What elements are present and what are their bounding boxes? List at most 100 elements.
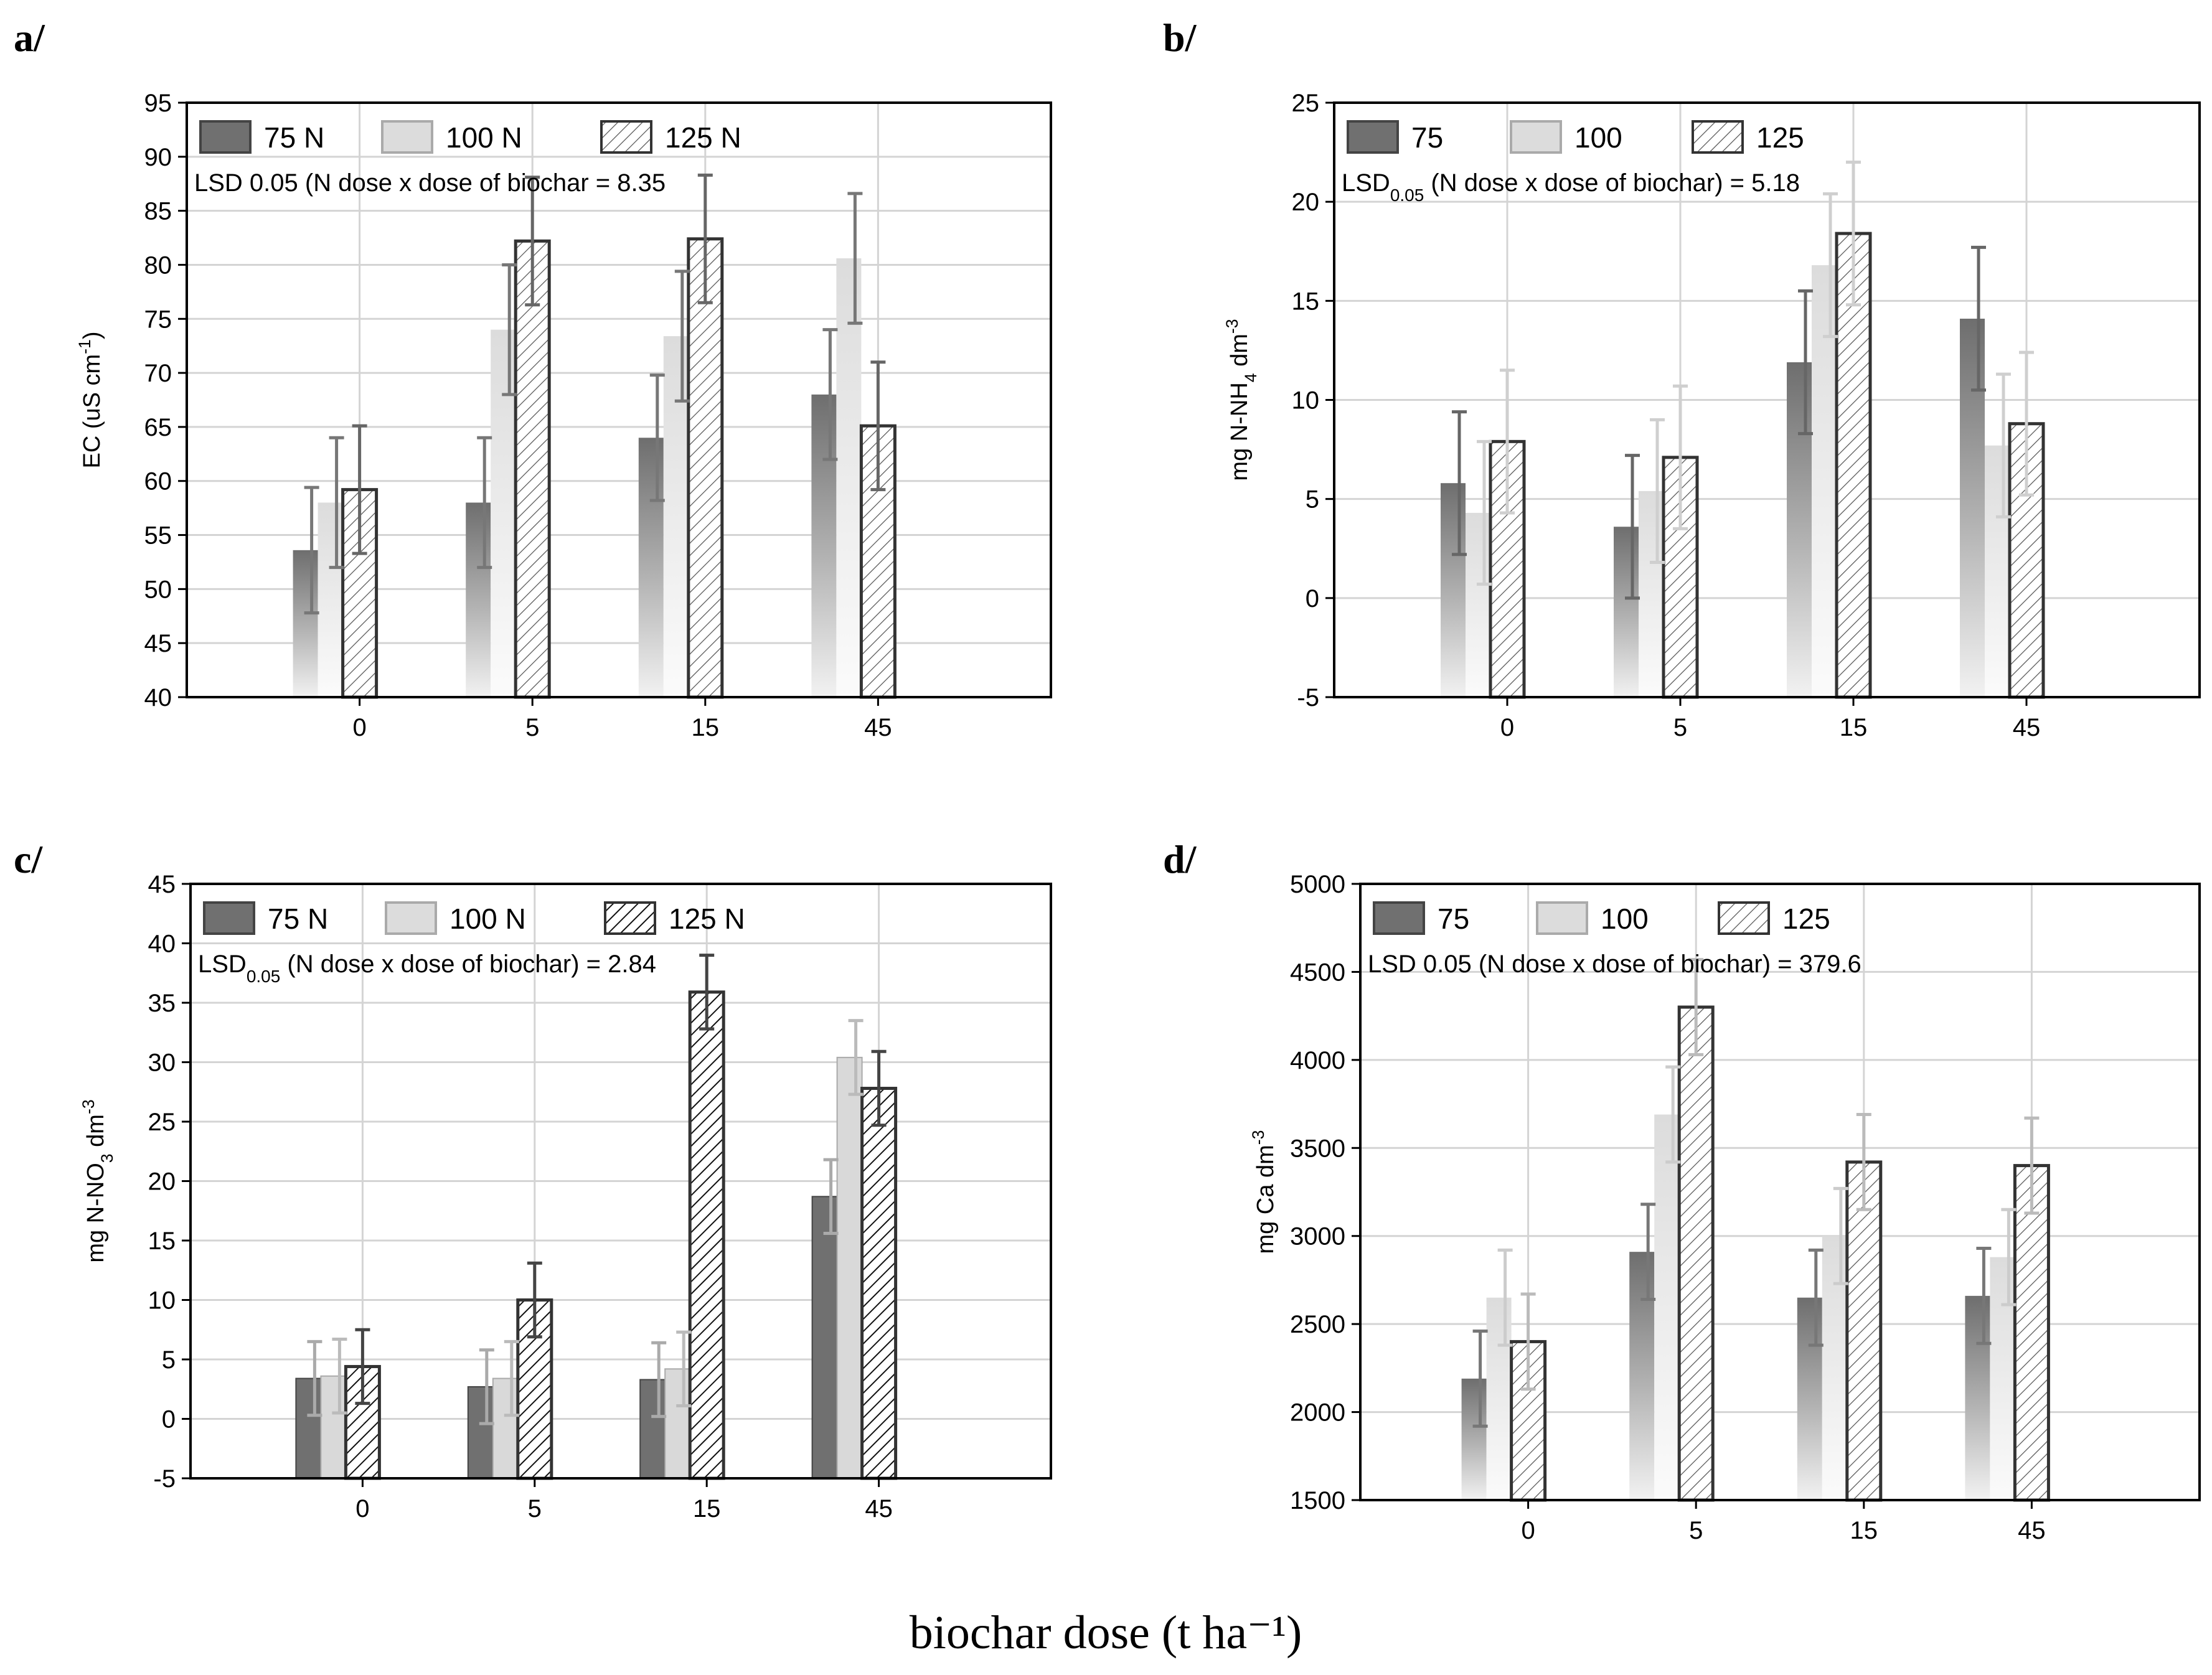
bar-125n-cat-15	[687, 237, 724, 699]
y-tick-label: -5	[153, 1465, 176, 1493]
bar-100n-cat-0	[318, 502, 343, 697]
bar-75-cat-15	[1797, 1297, 1822, 1500]
legend-swatch-125	[1718, 901, 1770, 935]
x-tick-label: 0	[1500, 714, 1514, 741]
bar-125-cat-15	[1845, 1160, 1883, 1502]
y-tick-label: 2000	[1290, 1399, 1345, 1427]
legend-swatch-125n	[604, 901, 656, 935]
y-tick-label: 15	[148, 1227, 176, 1255]
bar-100n-cat-45	[836, 258, 862, 697]
bar-100-cat-15	[1822, 1236, 1847, 1500]
y-tick-label: 70	[144, 360, 172, 387]
bar-75n-cat-15	[638, 438, 664, 697]
panel-d: d/ 1500 2000 2500 3000 3500 4000 4500 5000 0 5 15 4…	[1163, 837, 2201, 1544]
y-tick-label: 45	[144, 630, 172, 657]
bar-125n-cat-45	[860, 1087, 898, 1480]
bar-100n-cat-45	[836, 1056, 863, 1479]
panel-b-chart: -5 0 5 10 15 20 25 0 5 15 45 mg N-NH4 dm-3 75 100 125 L…	[1223, 90, 2201, 741]
bar-75n-cat-15	[639, 1379, 666, 1479]
panel-c: c/ -5 0 5 10 15 20 25 30 35 40 45 0 5 15 45 mg N-NO3 dm…	[14, 837, 1052, 1523]
legend-swatch-100n	[385, 901, 437, 935]
y-tick-label: 55	[144, 522, 172, 550]
bar-100n-cat-5	[492, 1377, 519, 1480]
plot-frame	[1359, 883, 2201, 1501]
y-tick-label: 0	[1306, 585, 1319, 612]
legend-swatch-100	[1536, 901, 1588, 935]
panel-a: a/ 40 45 50 55 60 65 70 75 80 85 90 95 0 5 15 45 EC (uS …	[14, 16, 1052, 741]
y-tick-label: -5	[1297, 684, 1319, 711]
bar-100-cat-0	[1486, 1297, 1512, 1500]
x-tick-label: 15	[693, 1495, 721, 1523]
y-tick-label: 95	[144, 90, 172, 117]
x-tick-label: 5	[1689, 1517, 1703, 1544]
y-tick-label: 5	[162, 1346, 176, 1374]
y-tick-label: 60	[144, 468, 172, 495]
bar-75n-cat-0	[295, 1377, 322, 1480]
bar-125-cat-45	[2013, 1164, 2050, 1502]
y-tick-label: 3500	[1290, 1135, 1345, 1162]
y-tick-label: 20	[148, 1168, 176, 1196]
legend-label-125: 125	[1756, 121, 1804, 154]
legend-swatch-75n	[199, 120, 252, 154]
legend-swatch-100	[1510, 120, 1562, 154]
bar-100-cat-15	[1812, 265, 1837, 697]
bar-75-cat-15	[1787, 362, 1812, 697]
y-tick-label: 20	[1292, 189, 1320, 216]
y-tick-label: 4000	[1290, 1047, 1345, 1074]
legend-swatch-75	[1347, 120, 1399, 154]
lsd-annotation: LSD0.05 (N dose x dose of biochar) = 2.8…	[198, 950, 656, 986]
x-tick-label: 45	[865, 1495, 893, 1523]
bar-75-cat-45	[1965, 1295, 1990, 1500]
x-tick-label: 0	[1521, 1517, 1535, 1544]
legend-swatch-125	[1692, 120, 1744, 154]
lsd-annotation: LSD0.05 (N dose x dose of biochar) = 5.1…	[1342, 169, 1800, 205]
panel-b: b/ -5 0 5 10 15 20 25 0 5 15 45 mg N-NH4 dm-3 75 100 1…	[1163, 16, 2201, 741]
y-tick-label: 1500	[1290, 1487, 1345, 1514]
bar-75-cat-0	[1441, 483, 1466, 697]
legend-label-75n: 75 N	[268, 903, 328, 935]
bar-75n-cat-45	[811, 1196, 838, 1479]
bar-125-cat-5	[1677, 1005, 1715, 1502]
bar-100n-cat-0	[320, 1375, 347, 1479]
bar-75n-cat-5	[466, 502, 491, 697]
y-axis-label: mg Ca dm-3	[1249, 1130, 1279, 1254]
panel-d-label: d/	[1163, 837, 1197, 881]
x-tick-label: 0	[352, 714, 366, 741]
y-tick-label: 5	[1306, 486, 1319, 514]
bar-125n-cat-5	[514, 239, 551, 699]
legend-label-100n: 100 N	[446, 121, 522, 154]
y-tick-label: 10	[148, 1287, 176, 1315]
y-axis-label: mg N-NH4 dm-3	[1223, 319, 1260, 481]
y-tick-label: 3000	[1290, 1223, 1345, 1250]
y-tick-label: 25	[1292, 90, 1320, 117]
x-tick-label: 45	[2018, 1517, 2046, 1544]
panel-a-label: a/	[14, 16, 45, 60]
legend-swatch-75n	[203, 901, 255, 935]
bar-100n-cat-15	[664, 1368, 691, 1480]
x-tick-label: 5	[525, 714, 539, 741]
y-tick-label: 40	[148, 931, 176, 958]
y-axis-label: mg N-NO3 dm-3	[79, 1099, 116, 1262]
y-tick-label: 65	[144, 414, 172, 441]
y-tick-label: 50	[144, 576, 172, 603]
panel-c-chart: -5 0 5 10 15 20 25 30 35 40 45 0 5 15 45 mg N-NO3 dm-3 7…	[79, 871, 1052, 1523]
legend-label-125: 125	[1782, 903, 1830, 935]
y-tick-label: 2500	[1290, 1311, 1345, 1338]
y-tick-label: 85	[144, 198, 172, 225]
y-tick-label: 25	[148, 1109, 176, 1136]
legend-label-100n: 100 N	[449, 903, 526, 935]
legend-label-100: 100	[1601, 903, 1649, 935]
x-tick-label: 15	[1850, 1517, 1878, 1544]
y-tick-label: 4500	[1290, 959, 1345, 986]
bar-100-cat-45	[1990, 1257, 2015, 1500]
bar-75n-cat-5	[467, 1386, 494, 1479]
lsd-annotation: LSD 0.05 (N dose x dose of biochar = 8.3…	[194, 169, 666, 197]
x-tick-label: 45	[864, 714, 892, 741]
legend-swatch-125n	[600, 120, 652, 154]
y-tick-label: 0	[162, 1406, 176, 1433]
bar-75-cat-5	[1614, 527, 1639, 697]
legend-swatch-100n	[381, 120, 433, 154]
legend-label-75n: 75 N	[264, 121, 324, 154]
bar-75n-cat-0	[293, 550, 318, 697]
